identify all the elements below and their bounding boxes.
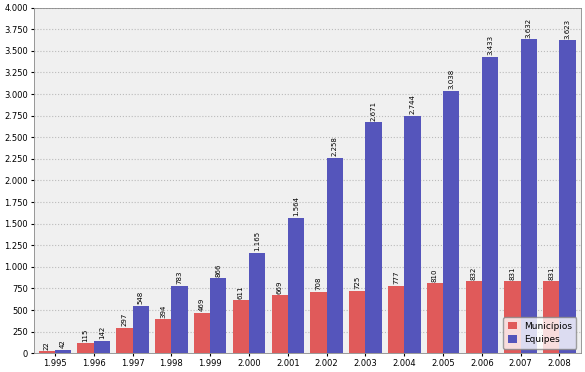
Bar: [349, 291, 366, 353]
Bar: [388, 286, 404, 353]
Bar: [249, 253, 266, 353]
Bar: [133, 306, 149, 353]
Bar: [443, 91, 459, 353]
Bar: [559, 40, 576, 353]
Text: 725: 725: [355, 276, 360, 289]
Text: 832: 832: [471, 266, 477, 280]
Text: 866: 866: [215, 263, 221, 277]
Bar: [116, 328, 133, 353]
Bar: [271, 295, 288, 353]
Text: 469: 469: [199, 298, 205, 311]
Bar: [366, 122, 382, 353]
Text: 708: 708: [315, 277, 322, 291]
Bar: [521, 39, 537, 353]
Text: 115: 115: [82, 328, 88, 341]
Bar: [543, 282, 559, 353]
Text: 783: 783: [177, 270, 183, 284]
Text: 2.744: 2.744: [410, 94, 415, 115]
Bar: [94, 341, 110, 353]
Bar: [155, 319, 171, 353]
Bar: [210, 279, 226, 353]
Text: 611: 611: [238, 285, 244, 299]
Text: 142: 142: [99, 326, 105, 339]
Legend: Municípios, Equipes: Municípios, Equipes: [503, 317, 576, 349]
Bar: [55, 350, 71, 353]
Bar: [482, 57, 498, 353]
Text: 297: 297: [122, 312, 128, 326]
Text: 1.165: 1.165: [254, 231, 260, 251]
Bar: [310, 292, 326, 353]
Text: 3.038: 3.038: [448, 69, 454, 89]
Text: 22: 22: [44, 341, 50, 350]
Bar: [77, 343, 94, 353]
Text: 777: 777: [393, 271, 399, 285]
Text: 394: 394: [160, 304, 166, 318]
Text: 548: 548: [137, 291, 144, 304]
Bar: [404, 116, 421, 353]
Text: 831: 831: [510, 266, 515, 280]
Text: 831: 831: [548, 266, 555, 280]
Text: 2.671: 2.671: [370, 101, 377, 121]
Text: 42: 42: [60, 339, 66, 348]
Bar: [39, 352, 55, 353]
Bar: [326, 158, 343, 353]
Text: 810: 810: [432, 268, 438, 282]
Text: 669: 669: [277, 280, 283, 294]
Bar: [194, 313, 210, 353]
Bar: [233, 301, 249, 353]
Text: 2.258: 2.258: [332, 137, 338, 157]
Text: 3.433: 3.433: [487, 35, 493, 55]
Bar: [466, 281, 482, 353]
Text: 1.564: 1.564: [293, 196, 299, 217]
Bar: [426, 283, 443, 353]
Bar: [288, 218, 304, 353]
Bar: [171, 286, 188, 353]
Text: 3.623: 3.623: [565, 18, 570, 39]
Text: 3.632: 3.632: [526, 17, 532, 38]
Bar: [504, 282, 521, 353]
